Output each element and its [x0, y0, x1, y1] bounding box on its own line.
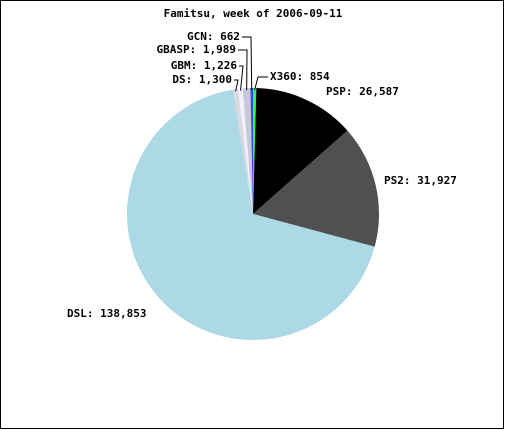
slice-label: GCN: 662: [187, 30, 240, 43]
pie-slice: [242, 88, 253, 214]
leader-line: [254, 76, 268, 91]
slice-label: GBM: 1,226: [171, 59, 238, 72]
pie-slice: [237, 88, 253, 214]
pie-slice: [253, 130, 379, 247]
leader-line: [239, 65, 244, 91]
slice-label: DSL: 138,853: [67, 307, 146, 320]
pie-slice: [253, 88, 257, 214]
leader-line: [234, 79, 239, 92]
chart-title: Famitsu, week of 2006-09-11: [164, 7, 343, 20]
leader-line: [238, 49, 248, 91]
slice-label: PS2: 31,927: [384, 174, 457, 187]
pie-slice: [250, 88, 253, 214]
leader-line: [242, 36, 253, 91]
pie-slice: [232, 88, 253, 214]
slice-label: PSP: 26,587: [326, 85, 399, 98]
slice-label: DS: 1,300: [172, 73, 232, 86]
slice-label: GBASP: 1,989: [157, 43, 236, 56]
pie-slice: [253, 88, 348, 214]
pie-slice: [127, 89, 375, 341]
slice-label: X360: 854: [270, 70, 330, 83]
